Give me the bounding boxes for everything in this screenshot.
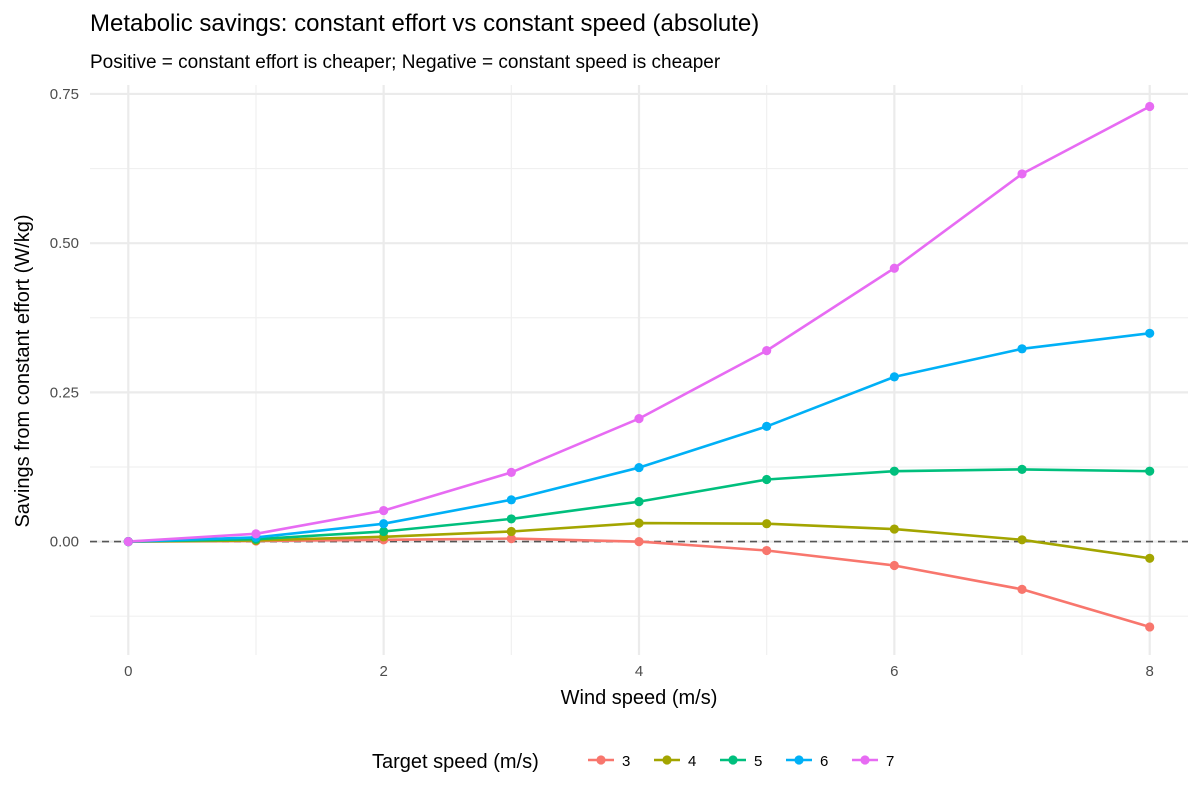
point-5-x3 bbox=[506, 514, 516, 524]
point-6-x2 bbox=[379, 519, 389, 529]
point-7-x3 bbox=[506, 467, 516, 477]
point-4-x6 bbox=[889, 524, 899, 534]
chart-subtitle: Positive = constant effort is cheaper; N… bbox=[90, 52, 721, 73]
point-7-x7 bbox=[1017, 169, 1027, 179]
point-6-x6 bbox=[889, 372, 899, 382]
point-5-x5 bbox=[762, 474, 772, 485]
point-7-x8 bbox=[1145, 101, 1155, 112]
legend-items: 3 4 5 6 7 bbox=[588, 753, 894, 770]
legend-item-6: 6 bbox=[786, 753, 828, 770]
y-axis-title: Savings from constant effort (W/kg) bbox=[12, 214, 34, 527]
point-4-x5 bbox=[762, 519, 772, 529]
point-3-x4 bbox=[634, 536, 644, 547]
legend-label-4: 4 bbox=[688, 753, 696, 770]
y-tick-label: 0.00 bbox=[50, 534, 79, 551]
legend-item-4: 4 bbox=[654, 753, 696, 770]
series-points bbox=[123, 101, 1155, 632]
legend-title: Target speed (m/s) bbox=[372, 751, 539, 773]
x-tick-label: 8 bbox=[1146, 663, 1154, 680]
legend-label-6: 6 bbox=[820, 753, 828, 770]
point-3-x5 bbox=[762, 545, 772, 556]
point-6-x5 bbox=[762, 421, 772, 432]
legend-item-3: 3 bbox=[588, 753, 630, 770]
point-4-x3 bbox=[506, 526, 516, 537]
point-7-x0 bbox=[123, 536, 133, 547]
point-3-x6 bbox=[889, 560, 899, 571]
y-tick-label: 0.75 bbox=[50, 86, 79, 103]
legend: Target speed (m/s) 3 4 5 6 7 bbox=[372, 751, 894, 773]
point-7-x1 bbox=[251, 529, 261, 539]
point-6-x4 bbox=[634, 462, 644, 473]
legend-label-7: 7 bbox=[886, 753, 894, 770]
x-tick-label: 6 bbox=[890, 663, 898, 680]
point-6-x8 bbox=[1145, 328, 1155, 338]
legend-label-5: 5 bbox=[754, 753, 762, 770]
point-3-x8 bbox=[1145, 622, 1155, 632]
point-5-x6 bbox=[889, 466, 899, 476]
chart-title: Metabolic savings: constant effort vs co… bbox=[90, 10, 759, 37]
point-6-x7 bbox=[1017, 344, 1027, 354]
point-5-x7 bbox=[1017, 464, 1027, 474]
y-tick-label: 0.50 bbox=[50, 235, 79, 252]
point-5-x4 bbox=[634, 497, 644, 507]
y-tick-label: 0.25 bbox=[50, 384, 79, 401]
legend-marker-4 bbox=[662, 755, 672, 765]
point-7-x4 bbox=[634, 414, 644, 424]
y-axis-ticks: 0.00 0.25 0.50 0.75 bbox=[50, 86, 79, 551]
x-tick-label: 2 bbox=[379, 663, 387, 680]
legend-marker-5 bbox=[728, 755, 738, 765]
legend-marker-3 bbox=[596, 755, 606, 765]
point-7-x6 bbox=[889, 263, 899, 273]
x-axis-title: Wind speed (m/s) bbox=[561, 687, 718, 709]
x-tick-label: 0 bbox=[124, 663, 132, 680]
point-7-x2 bbox=[379, 505, 389, 516]
x-tick-label: 4 bbox=[635, 663, 643, 680]
x-axis-ticks: 0 2 4 6 8 bbox=[124, 663, 1154, 680]
point-5-x2 bbox=[379, 526, 389, 537]
legend-marker-6 bbox=[794, 755, 804, 765]
point-5-x8 bbox=[1145, 466, 1155, 476]
point-4-x4 bbox=[634, 518, 644, 528]
legend-item-5: 5 bbox=[720, 753, 762, 770]
point-4-x8 bbox=[1145, 553, 1155, 563]
point-3-x3 bbox=[506, 534, 516, 544]
legend-label-3: 3 bbox=[622, 753, 630, 770]
point-6-x3 bbox=[506, 495, 516, 505]
legend-marker-7 bbox=[860, 755, 870, 765]
point-7-x5 bbox=[762, 346, 772, 356]
point-3-x7 bbox=[1017, 584, 1027, 594]
legend-item-7: 7 bbox=[852, 753, 894, 770]
point-4-x7 bbox=[1017, 535, 1027, 545]
